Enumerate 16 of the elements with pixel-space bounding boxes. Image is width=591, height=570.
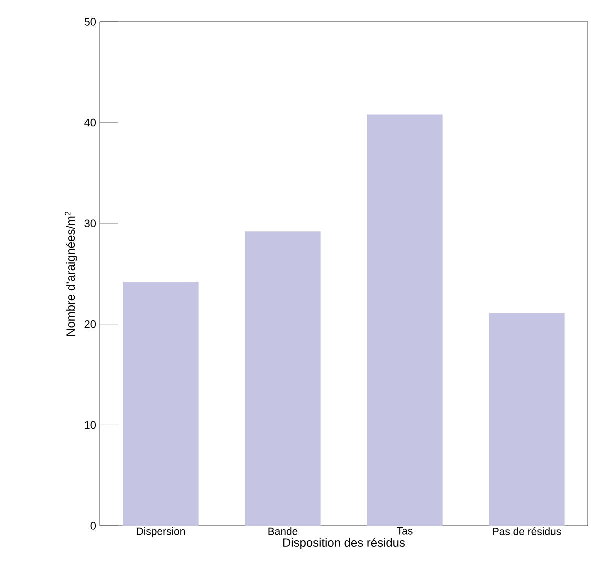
bar	[245, 232, 321, 526]
x-tick-label: Bande	[268, 528, 298, 536]
y-tick-label: 40	[84, 118, 96, 127]
y-axis-title: Nombre d’araignées/m$^{2}$	[65, 212, 78, 336]
x-tick-label: Pas de résidus	[493, 528, 562, 536]
y-tick-label: 0	[90, 522, 96, 530]
x-axis-title: Disposition des résidus	[284, 538, 406, 550]
y-tick-label: 20	[84, 320, 96, 328]
bar	[367, 114, 443, 526]
x-tick-label: Tas	[397, 528, 413, 535]
y-tick-label: 50	[84, 18, 96, 26]
bar	[123, 282, 199, 526]
y-tick-label: 10	[85, 421, 96, 430]
x-tick-label: Dispersion	[137, 528, 186, 538]
y-tick-label: 30	[84, 220, 96, 228]
bar	[489, 313, 565, 526]
